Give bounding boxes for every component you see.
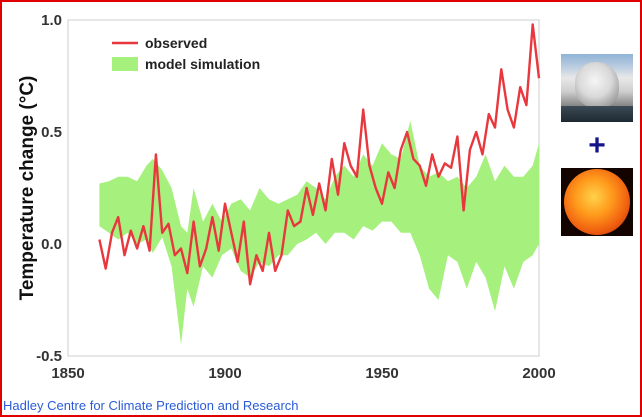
volcano-ground <box>561 106 633 122</box>
eruption-plume <box>575 62 619 108</box>
model-simulation-band-layer <box>99 120 540 345</box>
y-tick-label: 0.5 <box>41 124 62 141</box>
x-tick-label: 1850 <box>51 365 84 382</box>
x-tick-label: 2000 <box>522 365 555 382</box>
legend-model-label: model simulation <box>145 56 260 72</box>
observed-line <box>98 23 541 286</box>
y-tick-label: 1.0 <box>41 12 62 29</box>
legend: observed model simulation <box>112 35 260 72</box>
y-axis-title: Temperature change (°C) <box>17 76 38 301</box>
legend-model-swatch <box>112 57 138 71</box>
y-tick-label: -0.5 <box>36 348 62 365</box>
y-tick-label: 0.0 <box>41 236 62 253</box>
sun-disc <box>564 169 630 235</box>
sun-image <box>561 168 633 236</box>
volcano-image <box>561 54 633 122</box>
plus-sign: + <box>588 129 606 162</box>
legend-observed-label: observed <box>145 35 207 51</box>
observed-line-layer <box>98 23 541 286</box>
model-simulation-band <box>99 120 540 345</box>
x-tick-label: 1950 <box>365 365 398 382</box>
axis-ticks: 1850 1900 1950 2000 -0.5 0.0 0.5 1.0 <box>36 12 556 382</box>
credit-text: Hadley Centre for Climate Prediction and… <box>3 398 299 413</box>
x-tick-label: 1900 <box>208 365 241 382</box>
